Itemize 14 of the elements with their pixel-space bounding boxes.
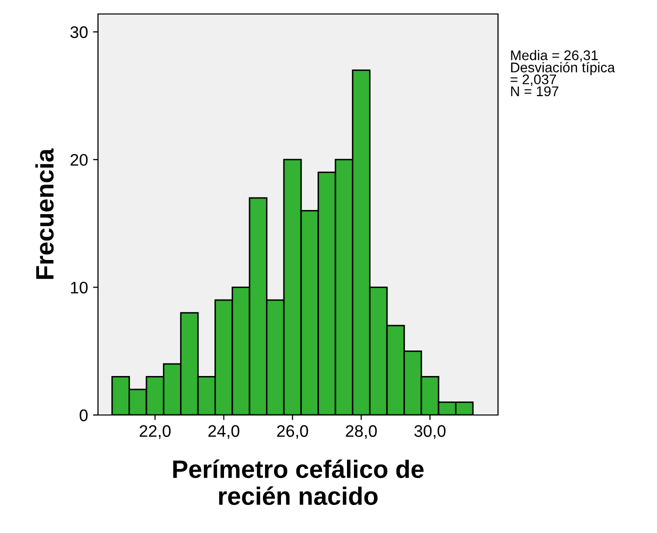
y-tick-label: 20	[70, 154, 88, 166]
x-tick-label: 22,0	[140, 425, 171, 439]
text: Desviación típica = 2,037	[510, 62, 615, 86]
x-tick-label: 26,0	[277, 425, 308, 439]
x-tick-label: 30,0	[414, 425, 446, 439]
y-tick-label: 30	[70, 26, 88, 38]
y-tick-label: 10	[71, 282, 88, 294]
text: N = 197	[511, 86, 558, 96]
x-tick-label: 28,0	[346, 425, 377, 439]
y-axis-title: Frecuencia	[35, 148, 54, 279]
y-tick-label: 0	[80, 409, 88, 422]
text: Media = 26,31	[511, 50, 598, 62]
x-tick-label: 24,0	[208, 425, 240, 439]
x-axis-title: Perímetro cefálico de recién nacido	[173, 459, 424, 505]
